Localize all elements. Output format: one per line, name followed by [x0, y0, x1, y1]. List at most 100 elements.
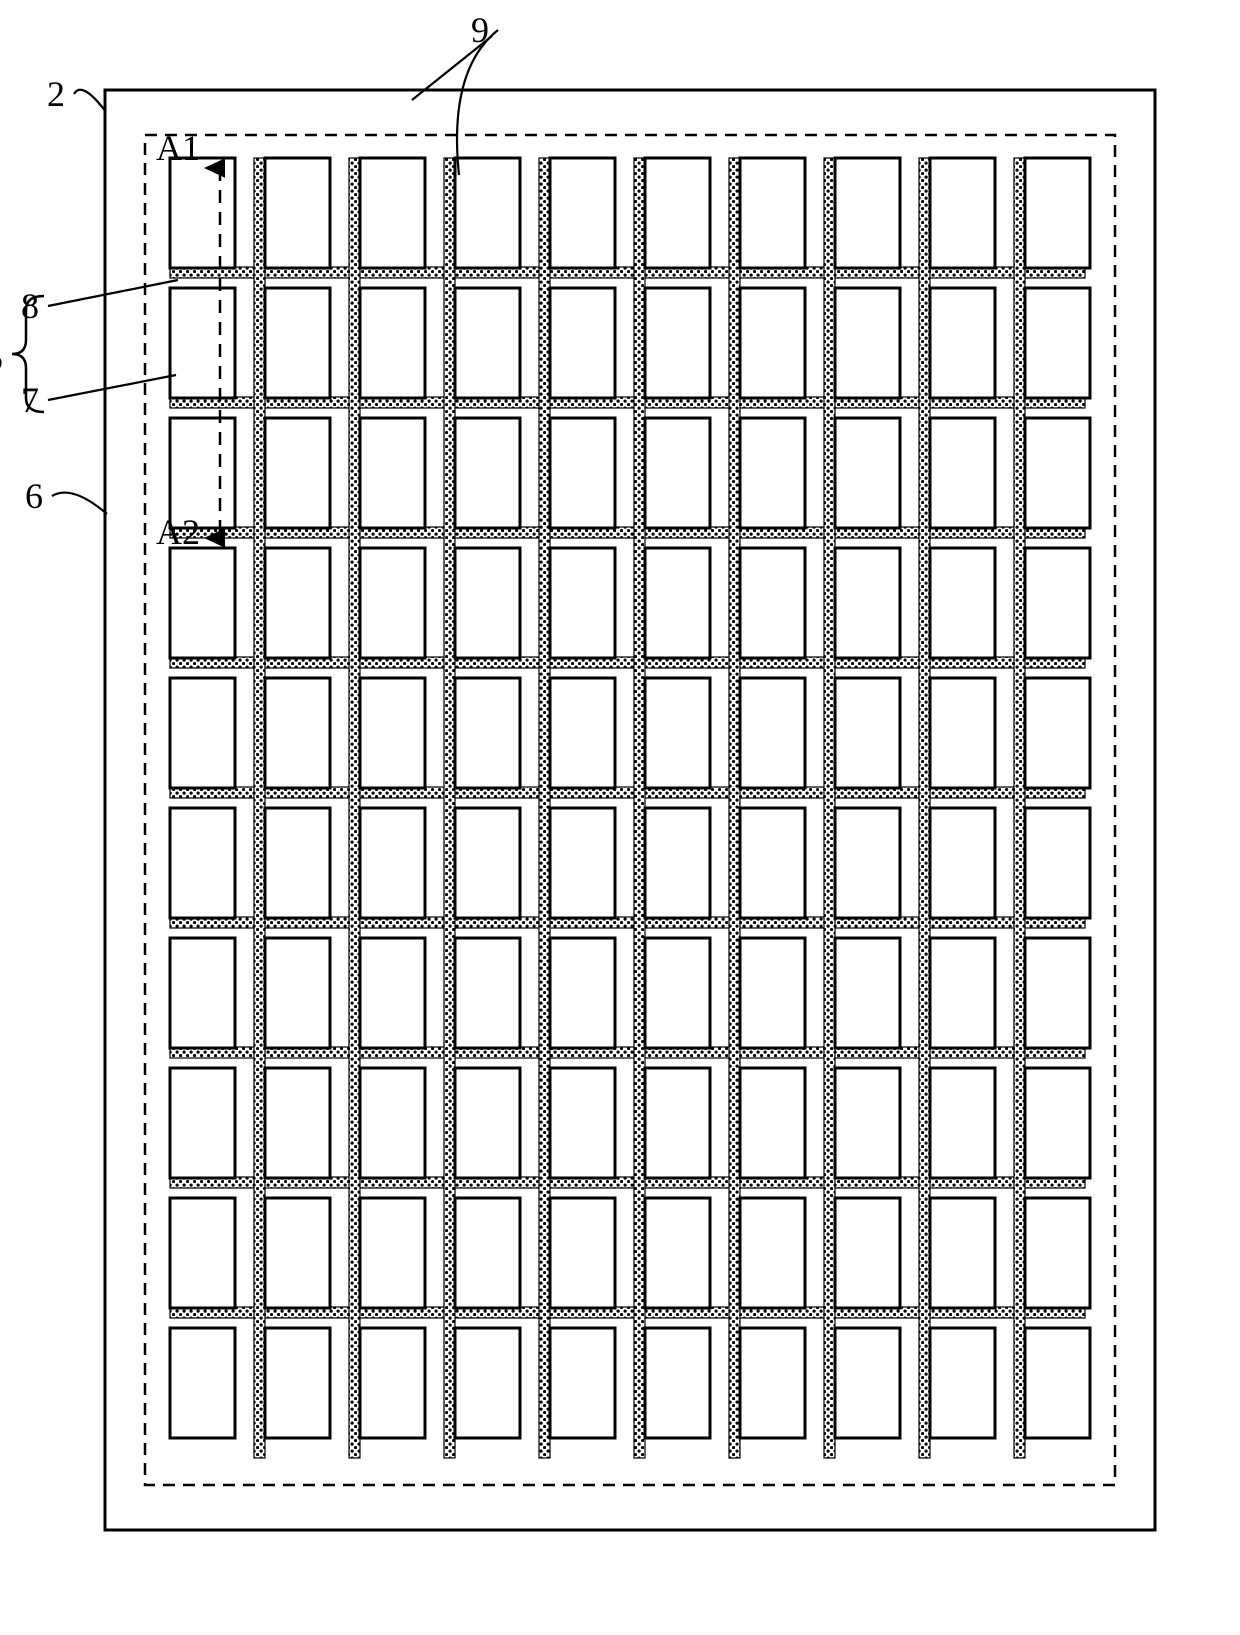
pixel-cell	[455, 1068, 520, 1178]
pixel-cell	[1025, 1198, 1090, 1308]
pixel-cell	[740, 288, 805, 398]
pixel-cell	[170, 1068, 235, 1178]
pixel-cell	[265, 938, 330, 1048]
pixel-cell	[645, 288, 710, 398]
pixel-cell	[645, 1068, 710, 1178]
pixel-cell	[835, 158, 900, 268]
vertical-bus-line	[539, 158, 550, 1458]
pixel-cell	[740, 1068, 805, 1178]
pixel-cell	[360, 678, 425, 788]
pixel-cell	[645, 1328, 710, 1438]
pixel-cell	[740, 678, 805, 788]
section-label-a1: A1	[156, 128, 200, 168]
pixel-cell	[835, 808, 900, 918]
pixel-cell	[930, 418, 995, 528]
pixel-cell	[1025, 418, 1090, 528]
pixel-cell	[1025, 288, 1090, 398]
pixel-cell	[1025, 808, 1090, 918]
pixel-cell	[550, 548, 615, 658]
pixel-cell	[740, 938, 805, 1048]
pixel-cell	[170, 158, 235, 268]
vertical-bus-line	[729, 158, 740, 1458]
pixel-cell	[265, 1198, 330, 1308]
pixel-cell	[550, 1198, 615, 1308]
pixel-cell	[550, 288, 615, 398]
pixel-cell	[1025, 1068, 1090, 1178]
pixel-cell	[835, 288, 900, 398]
pixel-cell	[360, 938, 425, 1048]
pixel-cell	[740, 1328, 805, 1438]
pixel-cell	[930, 1198, 995, 1308]
pixel-cell	[835, 938, 900, 1048]
pixel-cell	[740, 1198, 805, 1308]
pixel-cell	[265, 548, 330, 658]
vertical-bus-line	[444, 158, 455, 1458]
pixel-cell	[360, 548, 425, 658]
pixel-cell	[170, 938, 235, 1048]
pixel-cell	[645, 938, 710, 1048]
pixel-cell	[1025, 158, 1090, 268]
pixel-cell	[170, 808, 235, 918]
pixel-cell	[455, 548, 520, 658]
pixel-cell	[455, 1198, 520, 1308]
pixel-cell	[455, 158, 520, 268]
callout-label-2: 2	[47, 74, 65, 114]
pixel-cell	[360, 158, 425, 268]
pixel-cell	[930, 158, 995, 268]
pixel-cell	[455, 288, 520, 398]
pixel-cell	[455, 418, 520, 528]
pixel-cell	[645, 1198, 710, 1308]
pixel-cell	[170, 548, 235, 658]
pixel-cell	[360, 418, 425, 528]
pixel-cell	[930, 808, 995, 918]
pixel-cell	[645, 158, 710, 268]
callout-label-7: 7	[21, 380, 39, 420]
svg-text:5: 5	[0, 338, 3, 378]
callout-label-8: 8	[21, 286, 39, 326]
vertical-bus-line	[1014, 158, 1025, 1458]
pixel-cell	[930, 548, 995, 658]
pixel-cell	[740, 158, 805, 268]
vertical-bus-line	[349, 158, 360, 1458]
pixel-cell	[550, 938, 615, 1048]
pixel-cell	[360, 1068, 425, 1178]
callout-label-9: 9	[471, 10, 489, 50]
callout-label-6: 6	[25, 476, 43, 516]
vertical-bus-line	[634, 158, 645, 1458]
pixel-cell	[455, 938, 520, 1048]
vertical-bus-line	[919, 158, 930, 1458]
pixel-cell	[170, 288, 235, 398]
pixel-cell	[740, 418, 805, 528]
pixel-cell	[835, 1198, 900, 1308]
pixel-cell	[265, 288, 330, 398]
pixel-cell	[455, 678, 520, 788]
pixel-cell	[360, 288, 425, 398]
vertical-bus-line	[254, 158, 265, 1458]
pixel-cell	[170, 1328, 235, 1438]
pixel-cell	[740, 808, 805, 918]
pixel-cell	[740, 548, 805, 658]
pixel-cell	[550, 808, 615, 918]
vertical-bus-line	[824, 158, 835, 1458]
pixel-cell	[1025, 548, 1090, 658]
pixel-cell	[645, 808, 710, 918]
pixel-cell	[930, 678, 995, 788]
pixel-cell	[930, 1328, 995, 1438]
pixel-cell	[170, 1198, 235, 1308]
pixel-cell	[645, 418, 710, 528]
pixel-cell	[265, 418, 330, 528]
pixel-cell	[360, 808, 425, 918]
pixel-cell	[550, 418, 615, 528]
pixel-cell	[170, 678, 235, 788]
pixel-cell	[1025, 678, 1090, 788]
pixel-cell	[455, 1328, 520, 1438]
section-label-a2: A2	[156, 512, 200, 552]
pixel-cell	[550, 1068, 615, 1178]
pixel-cell	[835, 418, 900, 528]
pixel-cell	[265, 1068, 330, 1178]
pixel-cell	[265, 808, 330, 918]
pixel-cell	[550, 158, 615, 268]
figure-container: { "figure": { "canvas": { "width": 1240,…	[0, 0, 1240, 1635]
pixel-cell	[360, 1328, 425, 1438]
pixel-cell	[455, 808, 520, 918]
